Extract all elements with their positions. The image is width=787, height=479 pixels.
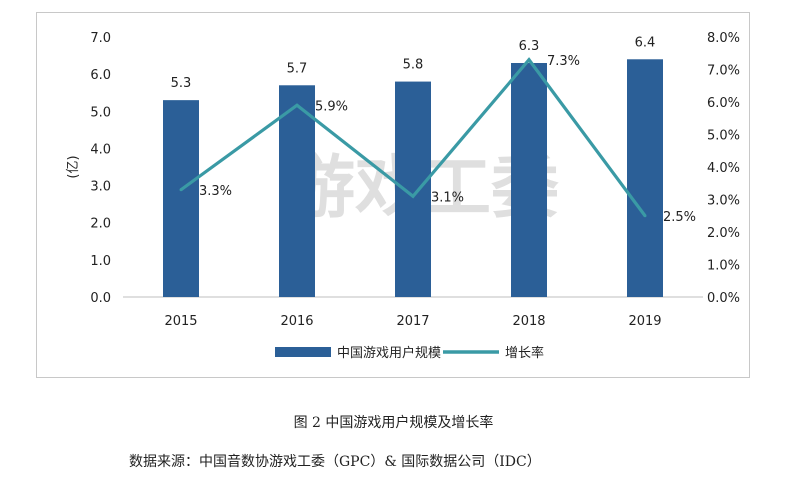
legend-label-line: 增长率: [505, 345, 544, 361]
bar: [279, 85, 315, 298]
y-tick-label: 4.0: [90, 142, 111, 157]
x-tick-label: 2019: [628, 314, 661, 329]
legend-swatch-bars: [275, 347, 331, 357]
bar: [627, 59, 663, 298]
bar-value-label: 6.4: [635, 35, 656, 50]
y2-tick-label: 7.0%: [707, 64, 740, 79]
bar-value-label: 5.7: [287, 61, 308, 76]
y2-tick-label: 4.0%: [707, 161, 740, 176]
y2-tick-label: 1.0%: [707, 259, 740, 274]
y2-tick-label: 6.0%: [707, 96, 740, 111]
line-value-label: 3.3%: [199, 184, 232, 199]
y-axis-title: (亿): [66, 155, 81, 178]
y-tick-label: 3.0: [90, 180, 111, 195]
y-tick-label: 1.0: [90, 254, 111, 269]
line-point: [411, 194, 415, 198]
line-point: [643, 214, 647, 218]
y2-tick-label: 3.0%: [707, 194, 740, 209]
y2-tick-label: 5.0%: [707, 129, 740, 144]
line-value-label: 5.9%: [315, 99, 348, 114]
y-tick-label: 5.0: [90, 105, 111, 120]
line-point: [527, 58, 531, 62]
combo-chart: 游戏工委0.01.02.03.04.05.06.07.00.0%1.0%2.0%…: [66, 31, 740, 361]
line-value-label: 7.3%: [547, 54, 580, 69]
legend-label-bars: 中国游戏用户规模: [337, 345, 441, 361]
y-tick-label: 7.0: [90, 31, 111, 46]
line-value-label: 2.5%: [663, 210, 696, 225]
y-tick-label: 2.0: [90, 217, 111, 232]
figure-caption: 图 2 中国游戏用户规模及增长率: [293, 415, 494, 431]
x-tick-label: 2016: [280, 314, 313, 329]
bar-value-label: 5.8: [403, 58, 424, 73]
x-tick-label: 2015: [164, 314, 197, 329]
y2-tick-label: 8.0%: [707, 31, 740, 46]
bar: [511, 63, 547, 297]
y2-tick-label: 2.0%: [707, 226, 740, 241]
chart-frame: 游戏工委0.01.02.03.04.05.06.07.00.0%1.0%2.0%…: [36, 12, 750, 378]
bar-value-label: 5.3: [171, 76, 192, 91]
y-tick-label: 0.0: [90, 291, 111, 306]
y2-tick-label: 0.0%: [707, 291, 740, 306]
x-tick-label: 2018: [512, 314, 545, 329]
line-point: [295, 103, 299, 107]
bar: [163, 100, 199, 298]
line-value-label: 3.1%: [431, 190, 464, 205]
bar-value-label: 6.3: [519, 39, 540, 54]
bar: [395, 81, 431, 297]
line-point: [179, 188, 183, 192]
source-note: 数据来源：中国音数协游戏工委（GPC）& 国际数据公司（IDC）: [129, 454, 541, 470]
x-tick-label: 2017: [396, 314, 429, 329]
y-tick-label: 6.0: [90, 68, 111, 83]
